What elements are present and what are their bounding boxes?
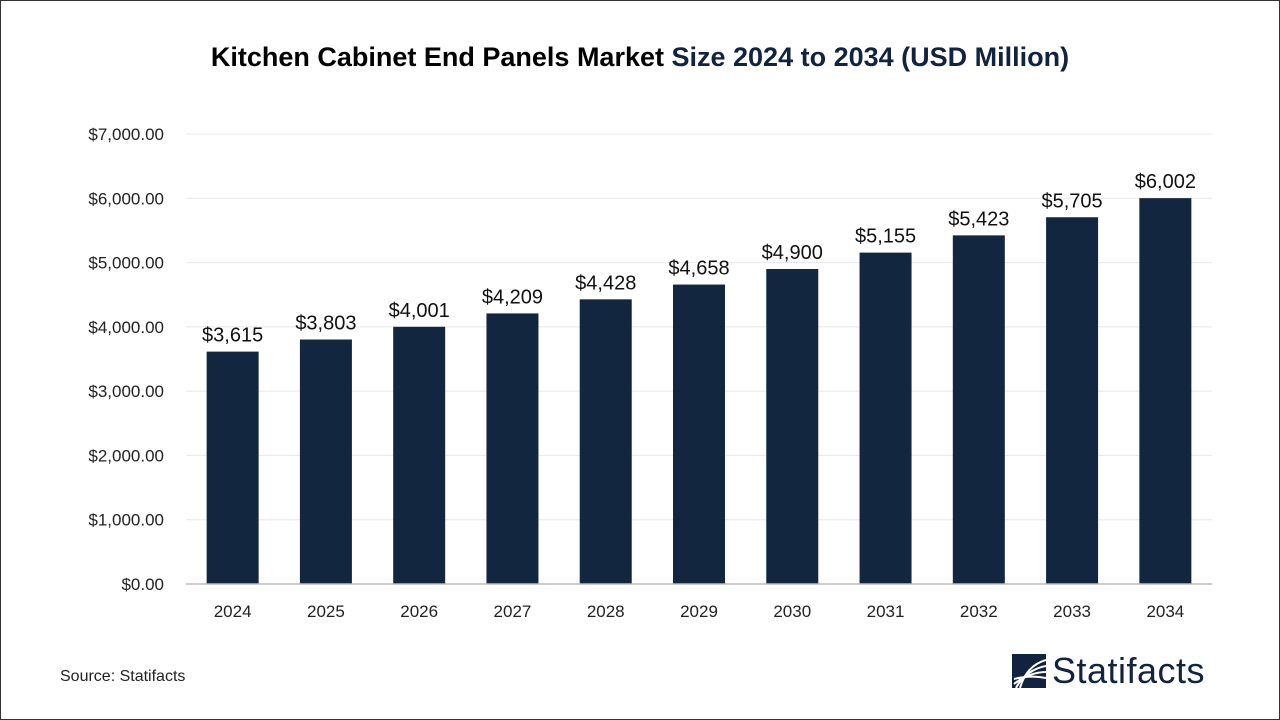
x-tick-label: 2028 [587,602,625,621]
x-tick-label: 2031 [867,602,905,621]
x-tick-label: 2033 [1053,602,1091,621]
bar [673,284,725,584]
statifacts-logo-icon [1012,654,1046,688]
x-tick-label: 2026 [400,602,438,621]
bar [766,269,819,584]
x-tick-label: 2024 [214,602,252,621]
logo-text: Statifacts [1052,650,1206,691]
chart-title: Kitchen Cabinet End Panels Market Size 2… [0,42,1280,73]
data-label: $5,423 [948,208,1009,230]
bar [206,351,259,584]
data-label: $5,705 [1042,190,1103,212]
bar [1139,198,1192,584]
bar [859,252,912,584]
bar [299,339,352,584]
bar [393,326,446,584]
x-tick-label: 2027 [494,602,532,621]
title-main: Kitchen Cabinet End Panels Market [210,42,664,72]
x-tick-label: 2030 [773,602,811,621]
data-label: $4,209 [482,286,543,308]
data-label: $4,428 [575,272,636,294]
data-label: $5,155 [855,226,916,248]
y-tick-label: $5,000.00 [88,254,164,273]
bar [952,235,1005,584]
y-tick-label: $1,000.00 [88,511,164,530]
x-tick-label: 2025 [307,602,345,621]
data-label: $3,803 [295,313,356,335]
data-label: $3,615 [202,325,263,347]
y-tick-label: $3,000.00 [88,382,164,401]
x-tick-label: 2029 [680,602,718,621]
x-tick-label: 2032 [960,602,998,621]
title-accent: Size 2024 to 2034 (USD Million) [671,42,1070,72]
y-tick-label: $2,000.00 [88,446,164,465]
data-label: $6,002 [1135,171,1196,193]
y-tick-label: $7,000.00 [88,125,164,144]
data-label: $4,900 [762,242,823,264]
bar [1046,217,1099,584]
x-tick-label: 2034 [1146,602,1184,621]
source-note: Source: Statifacts [60,668,186,685]
y-tick-label: $4,000.00 [88,318,164,337]
y-tick-label: $6,000.00 [88,189,164,208]
statifacts-logo: Statifacts [1012,650,1205,692]
data-label: $4,658 [668,258,729,280]
bar [579,299,632,584]
y-tick-label: $0.00 [121,575,164,594]
bar [486,313,539,584]
data-label: $4,001 [389,300,450,322]
